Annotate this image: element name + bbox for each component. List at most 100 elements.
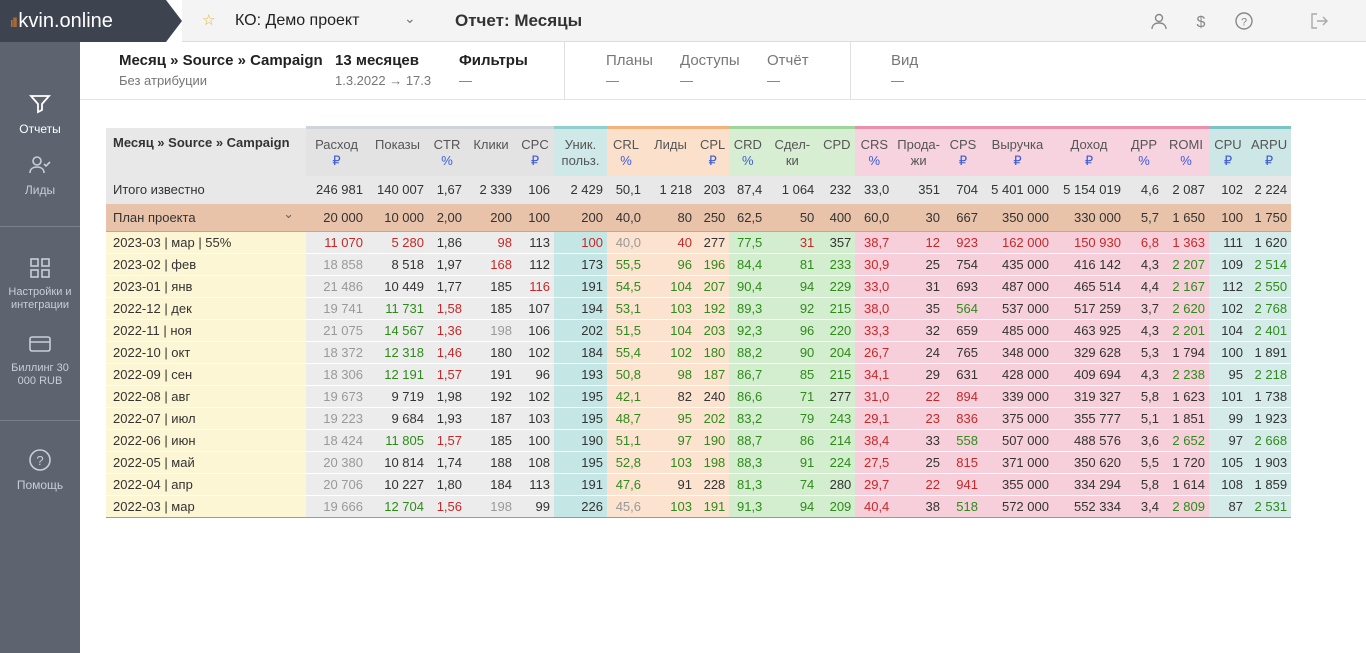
column-header[interactable]: CRL% (607, 126, 645, 176)
column-header[interactable]: Выручка ₽ (981, 126, 1053, 176)
table-cell: 81,3 (729, 473, 767, 496)
row-label-text: 2022-03 | мар (113, 499, 195, 514)
column-header[interactable]: CRS% (855, 126, 894, 176)
column-header[interactable]: Показы (367, 126, 428, 176)
sidebar-item-help[interactable]: ? Помощь (0, 448, 80, 492)
column-header[interactable]: ROMI% (1162, 126, 1209, 176)
column-header[interactable]: ДРР% (1124, 126, 1163, 176)
table-cell: 1 738 (1246, 385, 1292, 408)
column-header[interactable]: CPU ₽ (1208, 126, 1247, 176)
table-cell: 103 (516, 407, 554, 430)
user-icon[interactable] (1149, 11, 1169, 31)
column-header[interactable]: Расход ₽ (306, 126, 367, 176)
table-cell: 1,57 (428, 429, 466, 452)
column-header[interactable]: CTR% (428, 126, 466, 176)
view-selector[interactable]: Вид — (891, 52, 918, 88)
table-cell: 435 000 (981, 253, 1053, 276)
access-selector[interactable]: Доступы — (680, 52, 740, 88)
table-cell: 220 (818, 319, 856, 342)
sidebar-item-reports[interactable]: Отчеты (0, 92, 80, 136)
dollar-icon[interactable]: $ (1191, 11, 1211, 31)
column-header[interactable]: CPL ₽ (696, 126, 730, 176)
table-cell: 91,3 (729, 495, 767, 518)
table-cell: 83,2 (729, 407, 767, 430)
chevron-down-icon[interactable]: ⌄ (404, 10, 416, 26)
table-cell: 190 (696, 429, 730, 452)
table-cell: 351 (893, 175, 944, 204)
row-label: 12023-03 | мар | 55% (106, 231, 306, 254)
column-header[interactable]: ARPU ₽ (1246, 126, 1292, 176)
table-cell: 246 981 (306, 175, 367, 204)
table-cell: 180 (696, 341, 730, 364)
view-label: Вид (891, 52, 919, 69)
filters-selector[interactable]: Фильтры — (459, 52, 528, 88)
column-header[interactable]: CRD% (729, 126, 767, 176)
grouping-header[interactable]: Месяц » Source » Campaign (106, 127, 306, 176)
table-cell: 87 (1208, 495, 1247, 518)
sidebar-item-billing[interactable]: Биллинг 30 000 RUB (0, 332, 80, 388)
filter-icon (29, 95, 51, 114)
table-cell: 754 (943, 253, 982, 276)
sidebar-item-settings[interactable]: Настройки и интеграции (0, 256, 80, 312)
top-bar: ☆ КО: Демо проект ⌄ Отчет: Месяцы $ ? (182, 0, 1366, 42)
help-icon[interactable]: ? (1234, 11, 1254, 31)
table-cell: 105 (1208, 451, 1247, 474)
table-cell: 1 794 (1162, 341, 1209, 364)
grouping-selector[interactable]: Месяц » Source » Campaign Без атрибуции (119, 52, 323, 88)
report-selector[interactable]: Отчёт — (767, 52, 809, 88)
table-cell: 21 075 (306, 319, 367, 342)
tot-row[interactable]: Итого известно 246 981 140 007 1,67 2 339 106… (106, 175, 1292, 204)
table-cell: 232 (818, 175, 856, 204)
project-selector[interactable]: КО: Демо проект (235, 12, 360, 29)
column-header[interactable]: Лиды (645, 126, 696, 176)
table-cell: 33,3 (855, 319, 894, 342)
plan-row[interactable]: План проекта ⌄ 20 000 10 000 2,00 200 100 200 40… (106, 203, 1292, 232)
table-cell: 4,3 (1124, 363, 1163, 386)
period-selector[interactable]: 13 месяцев 1.3.2022 → 17.3 (335, 52, 431, 88)
table-cell: 108 (1208, 473, 1247, 496)
report-settings-bar: Месяц » Source » Campaign Без атрибуции 1… (80, 42, 1366, 100)
sidebar-item-leads[interactable]: Лиды (0, 153, 80, 197)
row-label: 132022-03 | мар (106, 495, 306, 518)
logout-icon[interactable] (1309, 11, 1329, 31)
table-cell: 116 (516, 275, 554, 298)
table-cell: 558 (943, 429, 982, 452)
table-cell: 35 (893, 297, 944, 320)
column-header-label: CRD (733, 137, 762, 152)
table-cell: 185 (466, 429, 516, 452)
logo[interactable]: ıll kvin.online (0, 0, 182, 42)
plans-selector[interactable]: Планы — (606, 52, 653, 88)
row-label: 32023-01 | янв (106, 275, 306, 298)
column-header[interactable]: Клики (466, 126, 516, 176)
column-header[interactable]: CPD (818, 126, 856, 176)
access-label: Доступы (680, 52, 740, 69)
column-header[interactable]: Сдел-ки (766, 126, 819, 176)
table-cell: 191 (554, 275, 607, 298)
column-header-label: CRS (860, 137, 889, 152)
star-icon[interactable]: ☆ (202, 12, 216, 29)
table-cell: 5,8 (1124, 385, 1163, 408)
column-header[interactable]: Доход ₽ (1052, 126, 1125, 176)
table-cell: 79 (766, 407, 819, 430)
column-header[interactable]: CPC ₽ (516, 126, 554, 176)
column-header[interactable]: Прода-жи (893, 126, 944, 176)
table-cell: 191 (466, 363, 516, 386)
column-header[interactable]: Уник. польз. (554, 126, 607, 176)
table-cell: 204 (818, 341, 856, 364)
table-cell: 215 (818, 363, 856, 386)
chevron-down-icon[interactable]: ⌄ (283, 205, 294, 221)
column-header[interactable]: CPS ₽ (943, 126, 982, 176)
